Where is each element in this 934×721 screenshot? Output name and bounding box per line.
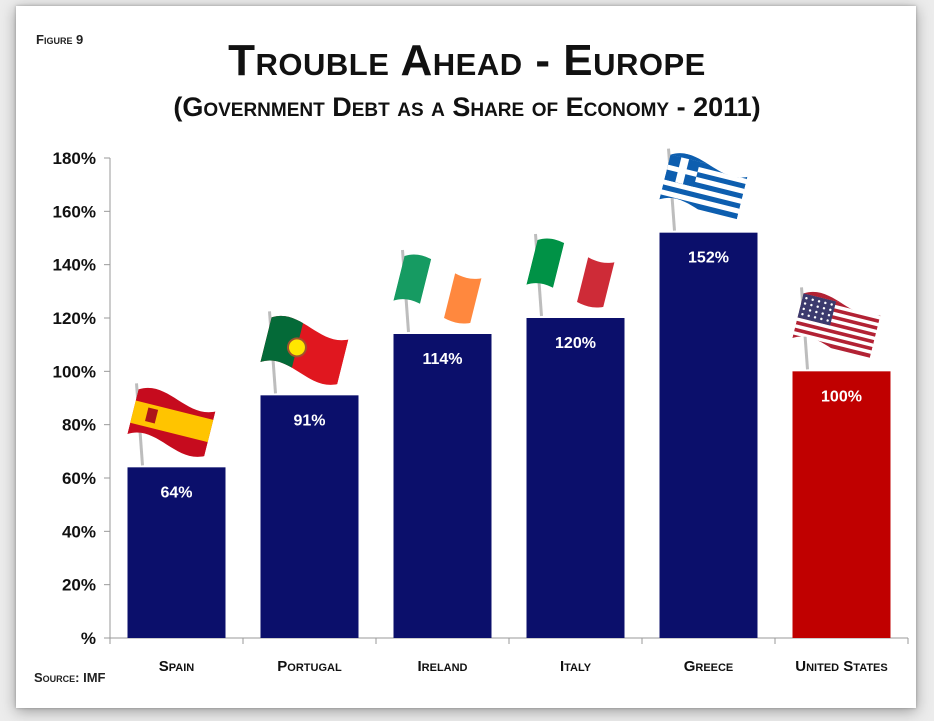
y-tick-label: 40% (62, 522, 96, 541)
chart-subtitle: (Government Debt as a Share of Economy -… (173, 92, 761, 122)
data-label: 152% (688, 250, 729, 267)
category-label: United States (795, 658, 887, 675)
y-tick-label: 180% (53, 149, 96, 168)
y-tick-label: 60% (62, 469, 96, 488)
chart-title: Trouble Ahead - Europe (228, 36, 706, 85)
source-note: Source: IMF (34, 670, 106, 685)
data-label: 120% (555, 335, 596, 352)
y-tick-label: 20% (62, 576, 96, 595)
bar-united-states (792, 371, 891, 638)
data-label: 64% (160, 484, 192, 501)
figure-label: Figure 9 (36, 32, 84, 47)
category-label: Italy (560, 658, 592, 675)
category-label: Ireland (418, 658, 468, 675)
y-tick-label: 100% (53, 362, 96, 381)
data-label: 114% (422, 351, 462, 368)
bar-greece (659, 232, 758, 638)
y-tick-label: 120% (53, 309, 96, 328)
bar-spain (127, 467, 226, 638)
y-tick-label: % (81, 629, 96, 648)
data-label: 100% (821, 388, 862, 405)
y-tick-label: 80% (62, 416, 96, 435)
bar-portugal (260, 395, 359, 638)
category-label: Portugal (277, 658, 342, 675)
bar-ireland (393, 334, 492, 638)
data-label: 91% (293, 412, 325, 429)
y-tick-label: 140% (53, 256, 96, 275)
category-label: Greece (684, 658, 734, 675)
bar-italy (526, 318, 625, 638)
y-tick-label: 160% (53, 202, 96, 221)
category-label: Spain (159, 658, 195, 675)
